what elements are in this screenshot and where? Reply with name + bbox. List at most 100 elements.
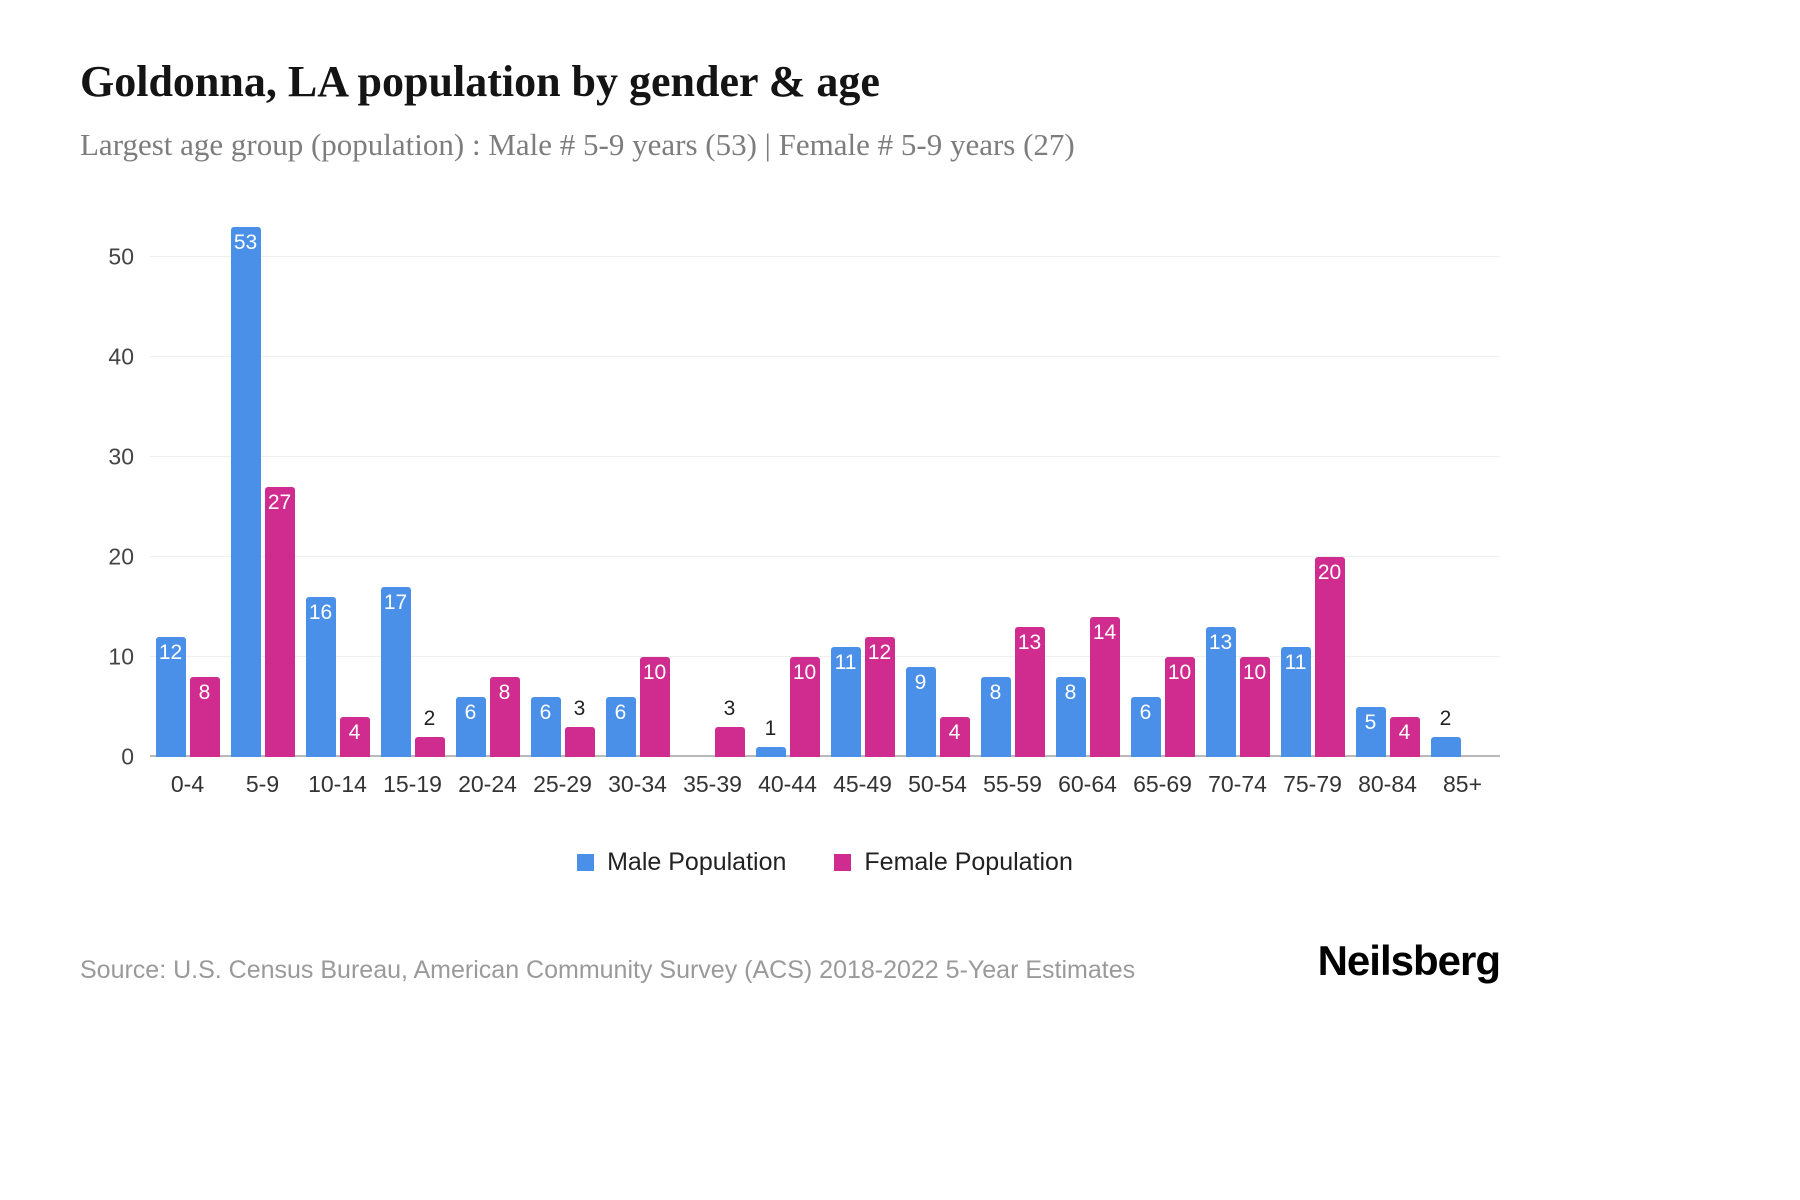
legend-label-male: Male Population <box>607 848 787 876</box>
bar-value-label: 3 <box>573 697 586 720</box>
bar-value-label: 10 <box>1242 661 1267 684</box>
male-bar-65-69: 6 <box>1130 697 1161 757</box>
legend: Male Population Female Population <box>150 848 1500 877</box>
x-axis-label-65-69: 65-69 <box>1133 771 1192 797</box>
footer: Source: U.S. Census Bureau, American Com… <box>80 937 1501 985</box>
male-bar-30-34: 6 <box>605 697 636 757</box>
male-bar-70-74: 13 <box>1205 627 1236 757</box>
male-bar-75-79: 11 <box>1280 647 1311 757</box>
bar-value-label: 10 <box>792 661 817 684</box>
gridline <box>150 556 1500 557</box>
bar-value-label: 20 <box>1317 561 1342 584</box>
female-bar-5-9: 27 <box>264 487 295 757</box>
gridline <box>150 256 1500 257</box>
bar-value-label: 8 <box>498 681 511 704</box>
male-bar-40-44: 1 <box>755 718 786 757</box>
bar-group-35-39: 3 <box>675 227 750 757</box>
y-tick-label: 10 <box>108 643 134 670</box>
bar-value-label: 4 <box>348 721 361 744</box>
female-bar-25-29: 3 <box>564 698 595 757</box>
x-axis-label-85+: 85+ <box>1442 771 1482 797</box>
chart-subtitle: Largest age group (population) : Male # … <box>80 127 1075 162</box>
bar-group-65-69: 6 10 <box>1125 227 1200 757</box>
male-bar-10-14: 16 <box>305 597 336 757</box>
female-bar-30-34: 10 <box>639 657 670 757</box>
chart-title: Goldonna, LA population by gender & age <box>80 57 880 106</box>
gridline <box>150 456 1500 457</box>
bar-value-label: 13 <box>1208 631 1233 654</box>
x-axis-label-75-79: 75-79 <box>1283 771 1342 797</box>
female-bar-0-4: 8 <box>189 677 220 757</box>
bar-value-label: 6 <box>1139 701 1152 724</box>
bar-value-label: 6 <box>614 701 627 724</box>
bar-group-55-59: 8 13 <box>975 227 1050 757</box>
source-text: Source: U.S. Census Bureau, American Com… <box>80 956 1136 984</box>
male-bar-25-29: 6 <box>530 697 561 757</box>
x-axis-label-35-39: 35-39 <box>683 771 742 797</box>
bar-group-10-14: 16 4 <box>300 227 375 757</box>
x-axis-label-10-14: 10-14 <box>308 771 367 797</box>
male-bar-80-84: 5 <box>1355 707 1386 757</box>
x-axis-label-25-29: 25-29 <box>533 771 592 797</box>
male-bar-55-59: 8 <box>980 677 1011 757</box>
male-bar-15-19: 17 <box>380 587 411 757</box>
female-bar-60-64: 14 <box>1089 617 1120 757</box>
bar-value-label: 9 <box>914 671 927 694</box>
legend-swatch-female <box>834 854 852 871</box>
bar-value-label: 8 <box>989 681 1002 704</box>
bar-value-label: 16 <box>308 601 333 624</box>
bar-group-40-44: 1 10 <box>750 227 825 757</box>
female-bar-35-39: 3 <box>714 698 745 757</box>
bar-groups: 12 8 53 27 16 4 17 2 6 8 6 3 6 10 3 1 10 11 12 9 4 8 13 8 14 6 10 1… <box>150 227 1500 757</box>
x-axis-label-40-44: 40-44 <box>758 771 817 797</box>
x-axis-label-5-9: 5-9 <box>245 771 280 797</box>
bar-value-label: 8 <box>1064 681 1077 704</box>
bar-value-label: 10 <box>1167 661 1192 684</box>
bar-value-label: 2 <box>1439 707 1452 730</box>
bar-group-85+: 2 <box>1425 227 1500 757</box>
chart: 0 10 20 30 40 50 12 8 53 27 16 4 17 2 6 8 6 3 6 10 3 1 10 11 12… <box>80 227 1500 798</box>
bar-value-label: 17 <box>383 591 408 614</box>
bar-value-label: 4 <box>1398 721 1411 744</box>
neilsberg-logo: Neilsberg <box>1317 937 1501 984</box>
legend-swatch-male <box>577 854 595 871</box>
male-bar-60-64: 8 <box>1055 677 1086 757</box>
bar-value-label: 4 <box>948 721 961 744</box>
female-bar-15-19: 2 <box>414 708 445 757</box>
male-bar-45-49: 11 <box>830 647 861 757</box>
bar-group-0-4: 12 8 <box>150 227 225 757</box>
x-axis: 0-4 5-9 10-14 15-19 20-24 25-29 30-34 35-39 40-4… <box>150 771 1500 798</box>
gridline <box>150 356 1500 357</box>
bar-value-label: 11 <box>1284 651 1307 674</box>
x-axis-label-45-49: 45-49 <box>833 771 892 797</box>
x-axis-label-55-59: 55-59 <box>983 771 1042 797</box>
y-tick-label: 40 <box>108 343 134 370</box>
bar-group-70-74: 13 10 <box>1200 227 1275 757</box>
y-tick-label: 0 <box>121 743 134 770</box>
x-axis-label-60-64: 60-64 <box>1058 771 1117 797</box>
bar-value-label: 13 <box>1017 631 1042 654</box>
legend-item-female: Female Population <box>834 848 1073 877</box>
x-axis-label-15-19: 15-19 <box>383 771 442 797</box>
female-bar-45-49: 12 <box>864 637 895 757</box>
legend-item-male: Male Population <box>577 848 786 877</box>
x-axis-label-30-34: 30-34 <box>608 771 667 797</box>
bar-group-15-19: 17 2 <box>375 227 450 757</box>
legend-label-female: Female Population <box>864 848 1073 876</box>
female-bar-70-74: 10 <box>1239 657 1270 757</box>
bar-value-label: 10 <box>642 661 667 684</box>
female-bar-65-69: 10 <box>1164 657 1195 757</box>
y-tick-label: 30 <box>108 443 134 470</box>
chart-grid: 0 10 20 30 40 50 12 8 53 27 16 4 17 2 6 8 6 3 6 10 3 1 10 11 12… <box>80 227 1500 768</box>
x-axis-label-80-84: 80-84 <box>1358 771 1417 797</box>
male-bar-20-24: 6 <box>455 697 486 757</box>
gridline <box>150 656 1500 657</box>
x-axis-label-70-74: 70-74 <box>1208 771 1267 797</box>
bar-value-label: 8 <box>198 681 211 704</box>
bar-value-label: 27 <box>267 491 292 514</box>
male-bar-5-9: 53 <box>230 227 261 757</box>
male-bar-85+: 2 <box>1430 708 1461 757</box>
